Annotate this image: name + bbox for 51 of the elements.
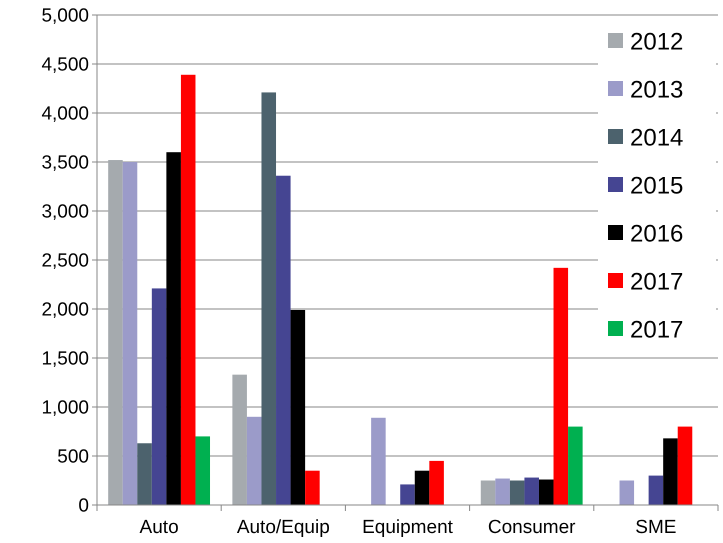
y-tick-label: 4,000 bbox=[41, 104, 89, 125]
y-tick-label: 3,000 bbox=[41, 202, 89, 223]
bar bbox=[648, 476, 664, 505]
y-tick-label: 500 bbox=[57, 446, 89, 468]
bar bbox=[371, 418, 386, 505]
x-tick-label: SME bbox=[635, 517, 676, 538]
x-tick-label: Equipment bbox=[362, 517, 454, 538]
bar bbox=[480, 480, 496, 505]
legend-label: 2013 bbox=[630, 76, 684, 104]
bar bbox=[663, 438, 678, 505]
bar bbox=[620, 480, 634, 505]
legend-label: 2017 bbox=[630, 268, 684, 296]
x-tick-label: Auto/Equip bbox=[236, 517, 330, 538]
bar bbox=[232, 374, 247, 505]
bar bbox=[276, 176, 291, 505]
bar bbox=[414, 470, 430, 505]
bar bbox=[180, 74, 196, 505]
y-tick-label: 1,500 bbox=[41, 348, 89, 370]
y-tick-label: 1,000 bbox=[41, 398, 89, 419]
bar bbox=[305, 470, 320, 505]
bar bbox=[195, 436, 210, 505]
y-tick-label: 3,500 bbox=[41, 152, 89, 174]
bar bbox=[510, 480, 524, 505]
bar bbox=[678, 426, 692, 505]
bar bbox=[290, 310, 306, 505]
y-tick-label: 2,000 bbox=[41, 300, 89, 321]
bar bbox=[524, 478, 539, 505]
legend-label: 2016 bbox=[630, 220, 684, 248]
bar bbox=[122, 162, 138, 505]
bar bbox=[429, 460, 444, 505]
bar bbox=[166, 152, 181, 505]
bar bbox=[400, 484, 415, 505]
legend-label: 2015 bbox=[630, 172, 684, 200]
bar bbox=[568, 426, 583, 505]
legend-label: 2017 bbox=[630, 316, 684, 344]
y-tick-label: 4,500 bbox=[41, 54, 89, 76]
bar bbox=[108, 160, 123, 505]
y-tick-label: 0 bbox=[78, 496, 89, 517]
x-tick-label: Auto bbox=[140, 517, 179, 538]
legend-label: 2014 bbox=[630, 124, 684, 152]
bar bbox=[554, 268, 568, 505]
bar bbox=[495, 478, 510, 505]
bar bbox=[261, 92, 276, 505]
bar bbox=[538, 480, 554, 505]
y-tick-label: 2,500 bbox=[41, 250, 89, 272]
bar bbox=[137, 443, 152, 505]
bar bbox=[246, 416, 262, 505]
legend-label: 2012 bbox=[630, 28, 684, 56]
bar bbox=[152, 288, 166, 505]
x-tick-label: Consumer bbox=[488, 517, 576, 538]
y-tick-label: 5,000 bbox=[41, 6, 89, 27]
